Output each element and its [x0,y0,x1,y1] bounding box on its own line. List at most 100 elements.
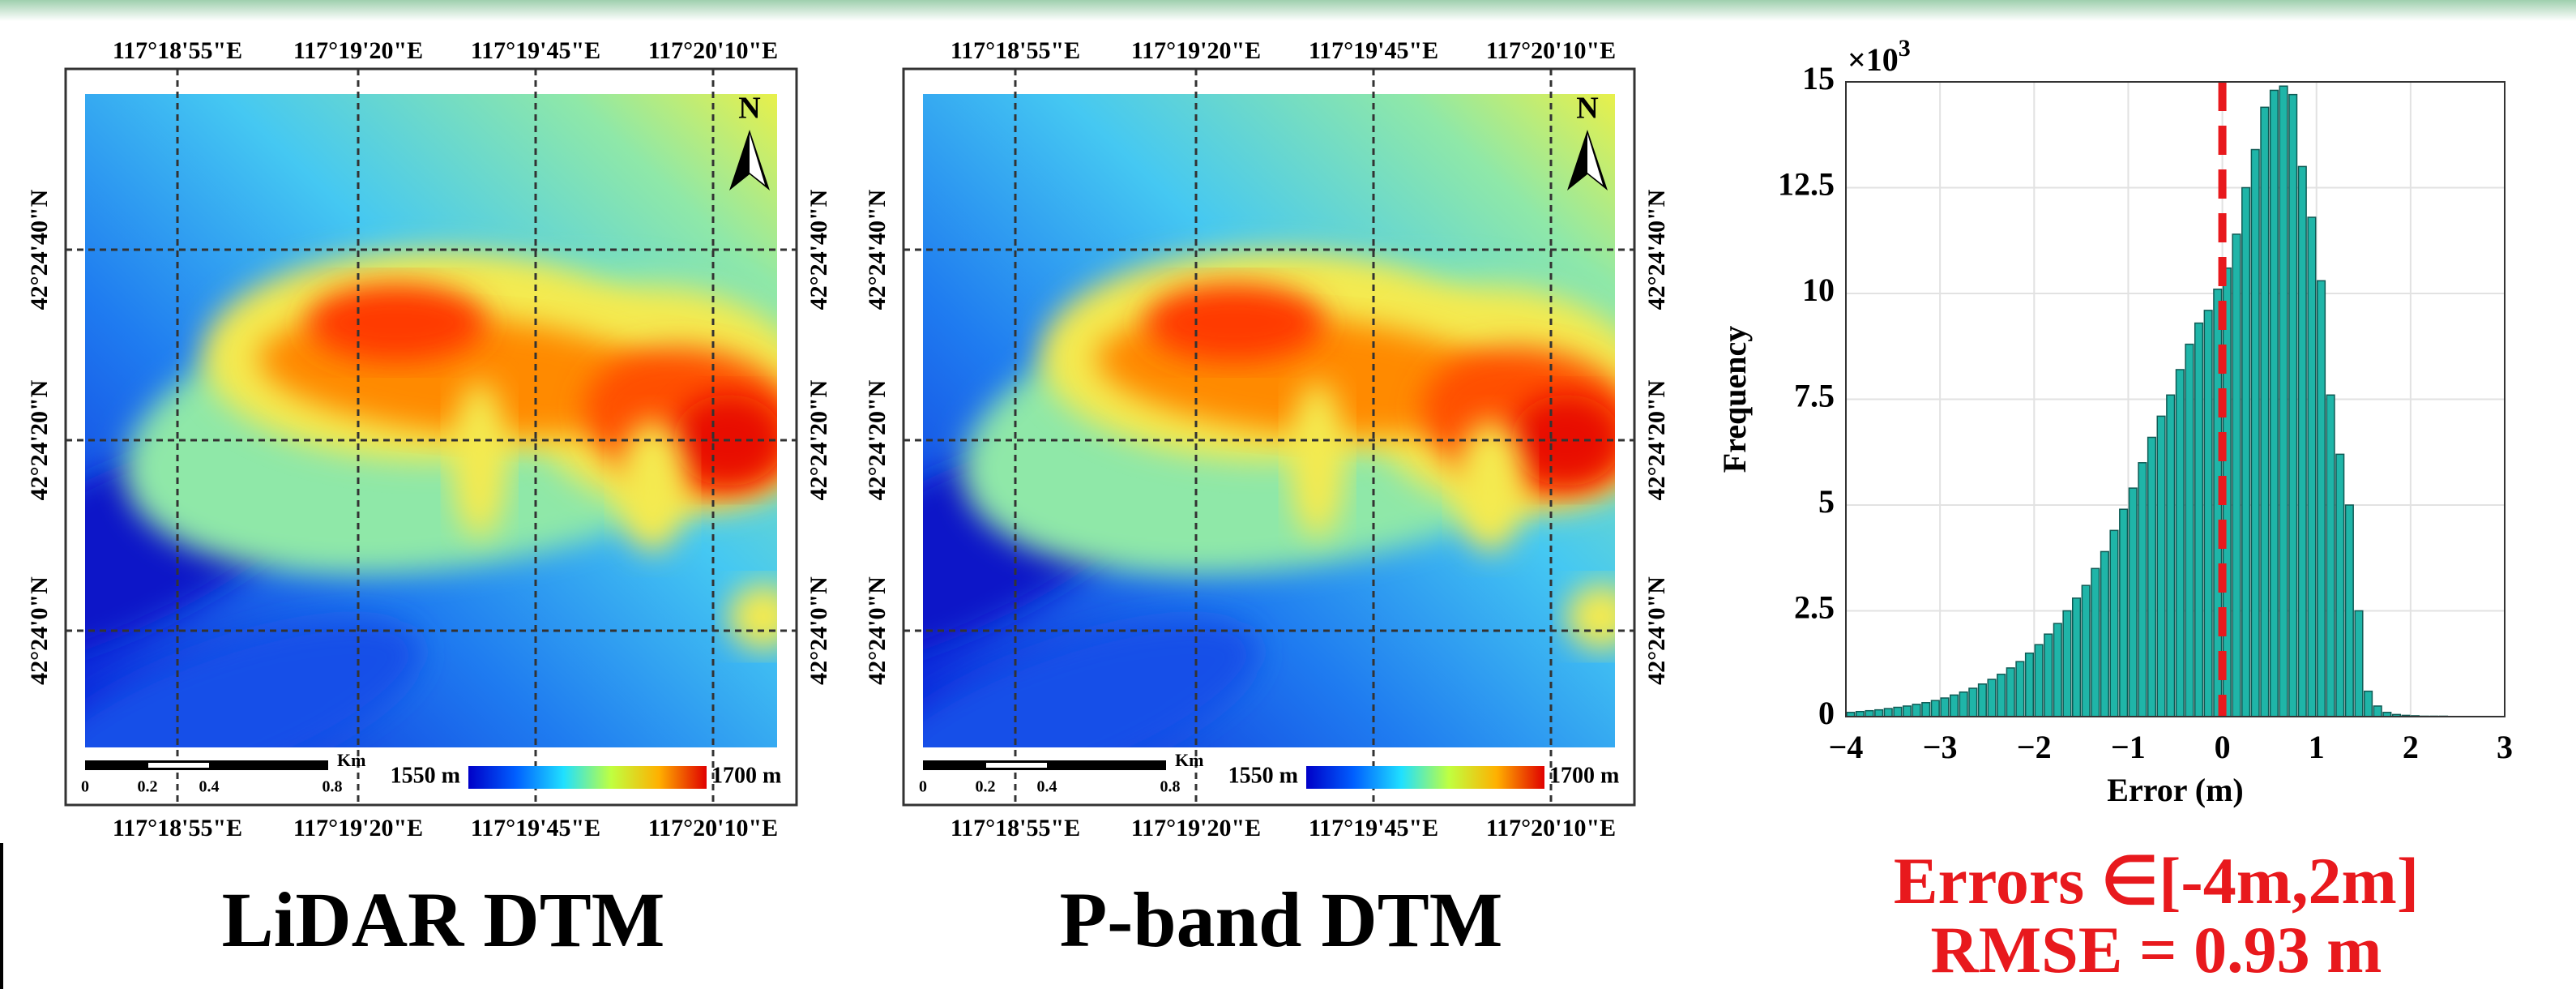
y-tick-label: 15 [1802,60,1835,96]
bar [2241,186,2251,717]
bar [2203,310,2213,717]
bar [2062,610,2072,717]
scale-unit: Km [1175,750,1203,770]
map: 117°18'55"E 117°18'55"E 117°19'20"E 117°19'… [864,37,1670,841]
lon-label: 117°19'45"E [1309,37,1438,64]
annotation: RMSE = 0.93 m [1931,913,2382,987]
bar [2326,394,2335,717]
x-tick-label: 2 [2403,729,2419,765]
y-tick-label: 5 [1818,483,1835,520]
x-tick-label: −4 [1829,729,1864,765]
north-label: N [1576,92,1598,126]
terrain-blob [1566,584,1615,650]
bar [2081,584,2091,717]
bar [1912,704,1921,717]
bar [1940,697,1950,717]
x-tick-label: −3 [1923,729,1958,765]
exponent-power: 3 [1899,35,1911,62]
north-label: N [738,92,760,126]
terrain-blob [728,584,777,650]
lon-label: 117°20'10"E [1486,37,1616,64]
y-tick-label: 7.5 [1794,378,1835,414]
bar [2015,661,2025,717]
lat-label: 42°24'0"N [805,576,832,685]
bar [2194,322,2204,717]
x-tick-label: −1 [2111,729,2146,765]
lat-label: 42°24'20"N [1643,379,1670,500]
lon-label: 117°18'55"E [113,37,242,64]
lon-label: 117°18'55"E [951,815,1080,841]
scale-label: 0.4 [1037,778,1057,796]
y-axis-label: Frequency [1716,326,1753,473]
lon-label: 117°20'10"E [1486,815,1616,841]
x-tick-label: 0 [2215,729,2231,765]
bar [2071,597,2082,717]
x-tick-label: 3 [2497,729,2513,765]
bar [1959,691,1968,717]
lat-label: 42°24'0"N [1643,576,1670,685]
bar [2354,610,2364,717]
lon-label: 117°20'10"E [648,37,778,64]
bar [1930,700,1940,717]
y-exponent: ×103 [1848,35,1911,78]
bar [2138,462,2147,717]
terrain-blob [1289,381,1345,539]
map-caption: P-band DTM [1060,876,1503,963]
scale-bar-seg [148,763,209,768]
bar [2316,280,2326,717]
scale-label: 0.2 [976,778,996,796]
y-tick-label: 0 [1818,695,1835,731]
lat-label: 42°24'40"N [1643,189,1670,310]
lon-label: 117°19'20"E [293,37,423,64]
bar [2344,504,2354,717]
bar [2279,85,2288,717]
bar [1865,709,1874,717]
colorbar-max: 1700 m [1549,763,1619,788]
lon-label: 117°20'10"E [648,815,778,841]
lon-label: 117°19'45"E [471,37,600,64]
scale-label: 0.4 [199,778,220,796]
bar [2185,343,2194,717]
bar [1987,679,1997,717]
terrain-blob [1144,283,1325,362]
bar [1893,706,1903,717]
map-frame [64,67,798,807]
bar [2147,436,2157,717]
terrain-blob [306,283,487,362]
bar [2128,487,2138,717]
bar [2307,216,2317,717]
colorbar [468,766,707,789]
north-arrow-half [1587,134,1603,185]
bar [2364,690,2373,717]
bar [1997,674,2006,717]
bar [2335,453,2345,717]
bar [2232,233,2241,717]
scale-label: 0.8 [323,778,343,796]
exponent-base: ×10 [1848,41,1899,78]
y-tick-label: 10 [1802,272,1835,308]
bar [1977,683,1987,717]
bar [2044,633,2053,717]
bar [2034,644,2044,717]
scale-unit: Km [337,750,365,770]
lat-label: 42°24'40"N [26,189,53,310]
scale-label: 0.2 [138,778,158,796]
bar [2297,165,2307,717]
bar [2269,89,2279,717]
lat-label: 42°24'40"N [805,189,832,310]
lon-label: 117°18'55"E [951,37,1080,64]
north-arrow-half [750,134,765,185]
map-caption: LiDAR DTM [222,876,665,963]
bar [2119,508,2129,717]
scale-label: 0.8 [1160,778,1181,796]
lon-label: 117°19'45"E [471,815,600,841]
terrain-blob [85,620,421,747]
bar [1921,702,1931,717]
terrain [923,94,1615,747]
lat-label: 42°24'0"N [864,576,891,685]
terrain-blob [617,421,687,552]
bar [1883,708,1893,717]
lat-label: 42°24'20"N [805,379,832,500]
